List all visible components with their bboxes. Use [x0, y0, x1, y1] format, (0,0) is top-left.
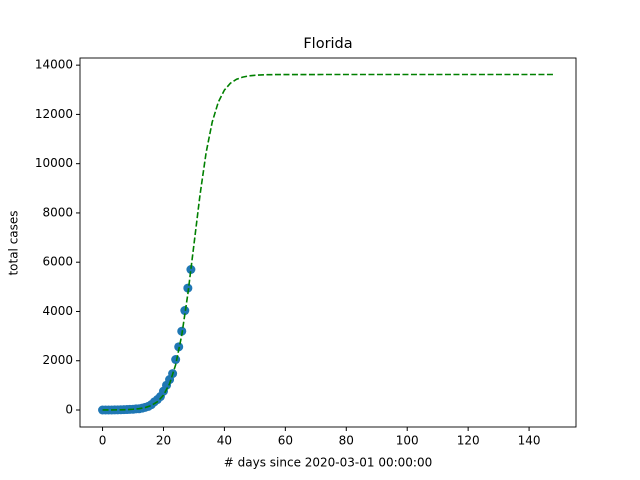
chart-title: Florida [303, 36, 352, 52]
y-tick-label: 14000 [35, 58, 73, 72]
x-tick-label: 0 [99, 434, 107, 448]
fit-line [102, 73, 554, 411]
y-tick-label: 2000 [42, 353, 73, 367]
y-tick-label: 0 [65, 403, 73, 417]
y-tick-label: 12000 [35, 107, 73, 121]
y-tick-label: 6000 [42, 255, 73, 269]
x-tick-label: 140 [518, 434, 541, 448]
x-tick-label: 20 [156, 434, 171, 448]
y-tick-label: 4000 [42, 304, 73, 318]
y-tick-label: 10000 [35, 156, 73, 170]
y-axis-label: total cases [7, 210, 21, 275]
data-point [171, 355, 181, 365]
x-tick-label: 80 [339, 434, 354, 448]
x-tick-label: 100 [396, 434, 419, 448]
x-tick-label: 40 [217, 434, 232, 448]
plot-frame [79, 57, 577, 428]
x-tick-label: 60 [278, 434, 293, 448]
x-tick-label: 120 [457, 434, 480, 448]
x-axis-label: # days since 2020-03-01 00:00:00 [224, 456, 432, 470]
y-tick-label: 8000 [42, 205, 73, 219]
data-point [186, 264, 196, 274]
